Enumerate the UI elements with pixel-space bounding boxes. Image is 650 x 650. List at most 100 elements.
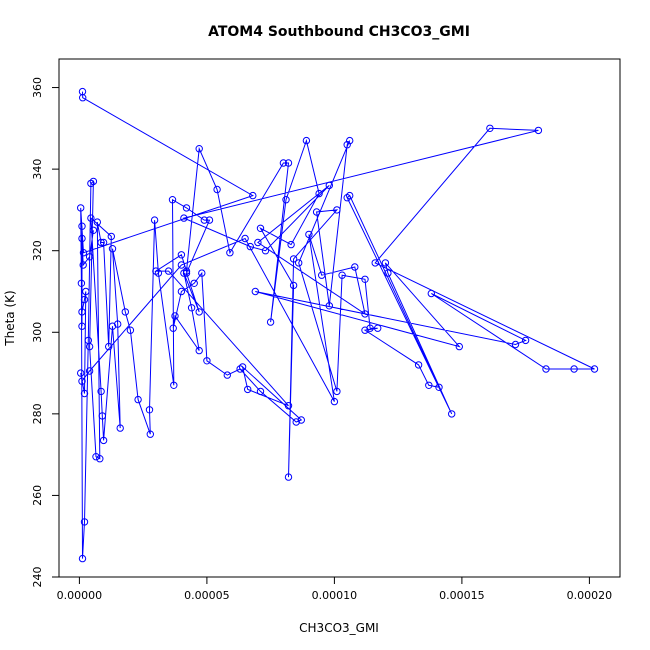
data-point — [152, 267, 160, 275]
data-point — [261, 247, 270, 255]
data-point — [187, 304, 196, 312]
data-point — [361, 310, 369, 318]
data-point — [78, 222, 86, 230]
data-point — [371, 259, 379, 267]
data-point — [427, 289, 435, 298]
data-point — [85, 342, 94, 351]
data-point — [77, 204, 85, 212]
data-point — [114, 320, 122, 328]
data-point — [169, 324, 177, 332]
chart-title: ATOM4 Southbound CH3CO3_GMI — [208, 24, 470, 40]
data-point — [96, 455, 104, 463]
data-point — [249, 191, 257, 200]
x-axis-label: CH3CO3_GMI — [299, 621, 379, 635]
data-point — [374, 324, 382, 332]
data-point — [251, 287, 260, 296]
y-tick-label: 280 — [31, 403, 44, 424]
data-point — [98, 412, 107, 420]
data-point — [89, 177, 98, 186]
data-point — [287, 240, 295, 249]
data-point — [246, 242, 255, 251]
data-point — [121, 308, 130, 316]
data-point — [333, 387, 341, 396]
data-point — [77, 369, 85, 377]
data-point — [213, 185, 221, 194]
data-point — [85, 253, 94, 261]
data-point — [223, 371, 232, 379]
data-point — [78, 322, 86, 330]
data-point — [590, 365, 599, 373]
data-point — [333, 206, 341, 214]
data-point — [279, 159, 288, 167]
data-point — [177, 261, 186, 269]
data-point — [171, 312, 179, 320]
data-point — [266, 318, 275, 326]
data-point — [351, 263, 359, 271]
data-point — [99, 436, 108, 445]
y-axis-label: Theta (K) — [3, 290, 17, 346]
data-point — [289, 255, 298, 263]
data-point — [77, 279, 86, 287]
data-point — [315, 189, 323, 198]
data-point — [154, 269, 163, 277]
series-line — [80, 91, 595, 559]
data-point — [92, 453, 100, 461]
data-point — [570, 365, 578, 373]
y-tick-label: 260 — [31, 485, 44, 506]
data-point — [312, 208, 321, 216]
data-point — [305, 230, 313, 239]
data-point — [180, 214, 188, 222]
data-point — [108, 245, 117, 253]
data-point — [145, 406, 154, 414]
data-point — [254, 238, 262, 247]
data-point — [182, 267, 191, 275]
data-point — [241, 234, 249, 243]
data-point — [284, 473, 293, 481]
data-point — [80, 389, 89, 398]
data-point — [289, 281, 298, 290]
y-tick-label: 340 — [31, 159, 44, 180]
data-point — [366, 324, 374, 332]
data-point — [79, 261, 87, 269]
data-point — [79, 249, 88, 257]
data-point — [346, 191, 354, 200]
data-point — [203, 357, 211, 365]
data-point — [297, 416, 305, 424]
data-point — [78, 308, 86, 316]
data-point — [292, 418, 300, 426]
data-point — [195, 145, 203, 153]
data-point — [150, 216, 159, 224]
series-group — [77, 87, 599, 563]
data-point — [302, 136, 311, 145]
data-point — [343, 194, 351, 202]
data-point — [448, 410, 456, 418]
x-tick-label: 0.00005 — [184, 589, 230, 602]
data-point — [97, 238, 105, 247]
data-point — [146, 430, 155, 438]
data-point — [435, 383, 443, 391]
x-tick-label: 0.00020 — [567, 589, 613, 602]
data-point — [116, 424, 124, 432]
data-point — [79, 94, 87, 102]
data-point — [182, 269, 191, 277]
data-point — [177, 287, 186, 296]
data-point — [295, 259, 303, 267]
data-point — [198, 269, 206, 277]
data-point — [97, 387, 105, 396]
data-point — [78, 234, 86, 243]
data-point — [82, 287, 90, 296]
data-point — [425, 381, 433, 389]
data-point — [330, 397, 339, 406]
data-point — [168, 196, 177, 204]
data-point — [325, 181, 333, 190]
data-point — [126, 326, 135, 334]
data-point — [85, 367, 94, 375]
data-point — [256, 387, 265, 396]
x-tick-label: 0.00015 — [439, 589, 485, 602]
data-point — [87, 179, 95, 188]
data-point — [89, 226, 98, 235]
y-tick-label: 320 — [31, 240, 44, 261]
data-point — [200, 216, 209, 224]
data-point — [238, 363, 247, 371]
data-point — [521, 336, 530, 345]
